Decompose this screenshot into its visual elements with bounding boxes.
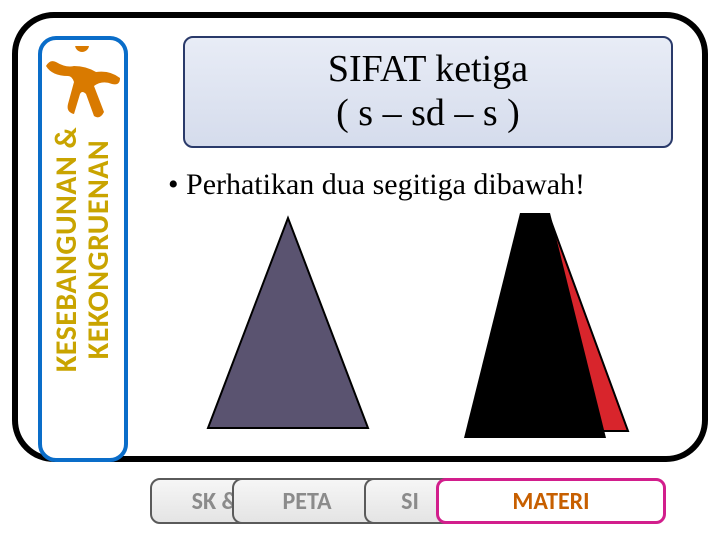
- sidebar-title-box: KESEBANGUNAN & KEKONGRUENAN: [38, 36, 128, 462]
- nav-bar: SK & PETA SI MATERI: [150, 478, 690, 528]
- triangles-figure: [168, 213, 688, 448]
- sidebar-line2: KEKONGRUENAN: [80, 139, 117, 358]
- slide-frame: KESEBANGUNAN & KEKONGRUENAN SIFAT ketiga…: [12, 12, 708, 462]
- sidebar-title-text: KESEBANGUNAN & KEKONGRUENAN: [52, 126, 115, 371]
- nav-button-peta[interactable]: PETA: [232, 478, 382, 524]
- bullet-text: • Perhatikan dua segitiga dibawah!: [168, 168, 688, 202]
- nav-button-materi[interactable]: MATERI: [436, 478, 666, 524]
- nav-label: MATERI: [512, 487, 589, 516]
- nav-label: PETA: [282, 487, 331, 516]
- title-line-2: ( s – sd – s ): [336, 92, 520, 136]
- nav-label: SI: [401, 487, 419, 516]
- title-box: SIFAT ketiga ( s – sd – s ): [183, 36, 673, 148]
- triangle-left: [208, 218, 368, 428]
- title-line-1: SIFAT ketiga: [328, 48, 528, 92]
